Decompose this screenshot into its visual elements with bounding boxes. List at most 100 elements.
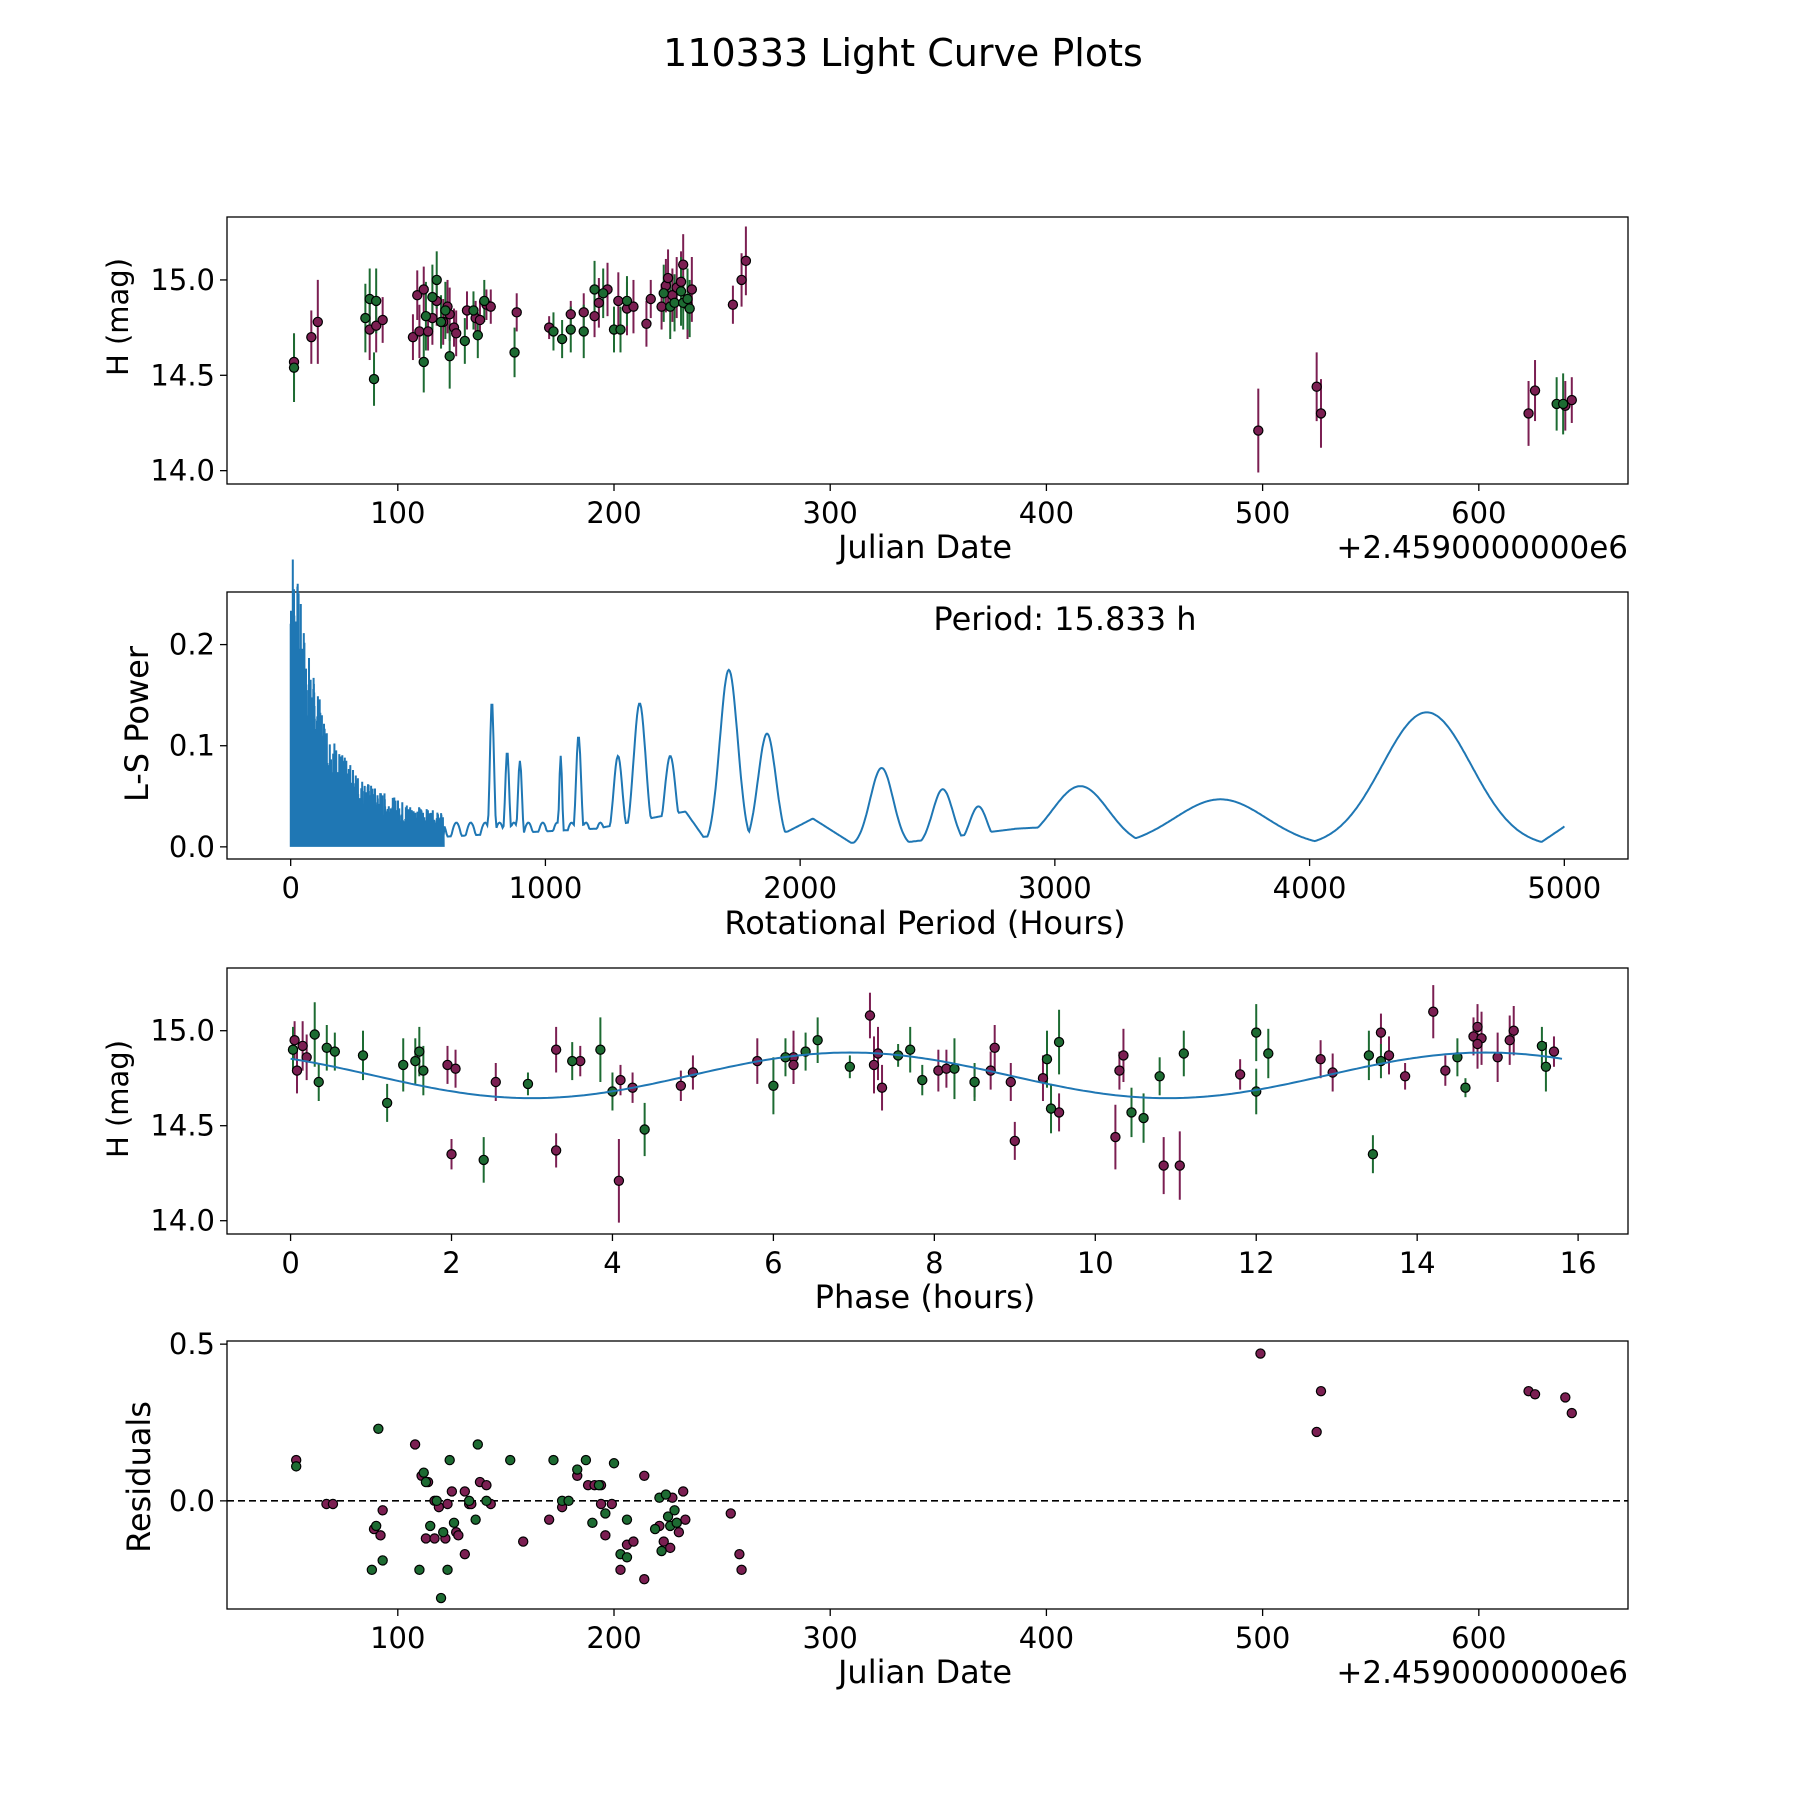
residuals-point [505, 1454, 516, 1466]
lightcurve-point [593, 297, 605, 309]
lightcurve-point [1311, 381, 1322, 392]
phased-xtick-label: 12 [1238, 1246, 1275, 1280]
periodogram-ytick-label: 0.1 [169, 729, 215, 763]
residuals-point [377, 1505, 388, 1516]
lightcurve-point [621, 295, 633, 307]
residuals-point [665, 1542, 676, 1554]
phased-point [812, 1034, 823, 1046]
residuals-point [580, 1454, 592, 1466]
residuals-point [660, 1489, 672, 1500]
residuals-point [442, 1564, 453, 1576]
residuals-ytick-label: 0.5 [169, 1327, 215, 1361]
phased-xtick-label: 6 [764, 1246, 782, 1280]
lightcurve-point [407, 331, 419, 343]
lightcurve-point [485, 301, 496, 312]
phased-point [1126, 1107, 1137, 1118]
phased-point [595, 1044, 606, 1055]
lightcurve-point [370, 320, 382, 331]
residuals-point [1566, 1407, 1577, 1419]
lightcurve-ytick-label: 14.5 [150, 358, 215, 392]
lightcurve-point [444, 351, 455, 362]
residuals-point [370, 1520, 382, 1532]
phased-point [1460, 1082, 1471, 1093]
lightcurve-point [509, 347, 520, 358]
lightcurve-point [727, 299, 739, 310]
phased-point [1440, 1065, 1451, 1076]
phased-point [309, 1029, 320, 1040]
phased-point [1492, 1052, 1503, 1063]
residuals-point [595, 1498, 607, 1510]
lightcurve-point [368, 373, 380, 385]
residuals-point [734, 1548, 745, 1560]
periodogram-panel: L-S Power Rotational Period (Hours) Peri… [118, 559, 1629, 942]
residuals-point [563, 1495, 574, 1507]
residuals-point [375, 1530, 386, 1541]
residuals-point [418, 1467, 429, 1478]
residuals-xtick-label: 300 [803, 1621, 858, 1655]
lightcurve-frame [226, 216, 1629, 485]
phased-point [864, 1010, 876, 1021]
phased-xlabel: Phase (hours) [815, 1278, 1036, 1316]
phased-xtick-label: 8 [925, 1246, 943, 1280]
phased-xtick-label: 2 [442, 1246, 460, 1280]
periodogram-xtick-label: 3000 [1018, 871, 1092, 905]
periodogram-xtick-label: 4000 [1273, 871, 1347, 905]
phased-ylabel: H (mag) [101, 1040, 135, 1158]
phased-point [1540, 1061, 1552, 1073]
lightcurve-point [1253, 425, 1264, 436]
residuals-point [572, 1464, 583, 1475]
phased-point [1508, 1025, 1519, 1036]
residuals-point [662, 1511, 674, 1522]
phased-point [291, 1065, 303, 1076]
residuals-point [680, 1514, 691, 1525]
residuals-xtick-label: 400 [1019, 1621, 1074, 1655]
lightcurve-point [288, 362, 300, 373]
phased-point [1110, 1131, 1121, 1143]
lightcurve-point [578, 326, 589, 337]
periodogram-xtick-label: 0 [281, 871, 299, 905]
phased-point [550, 1044, 562, 1055]
lightcurve-point [589, 284, 600, 295]
residuals-ylabel: Residuals [120, 1401, 158, 1553]
phased-point [1118, 1050, 1129, 1061]
residuals-point [453, 1530, 464, 1541]
model-curve [290, 1051, 1563, 1100]
phased-point [1536, 1040, 1548, 1052]
residuals-point [606, 1498, 618, 1510]
periodogram-xlabel: Rotational Period (Hours) [724, 904, 1125, 942]
residuals-panel: Residuals Julian Date +2.4590000000e6 10… [120, 1327, 1629, 1691]
phased-point [357, 1050, 369, 1061]
residuals-point [409, 1439, 421, 1450]
phased-point [289, 1034, 300, 1046]
phased-xtick-label: 10 [1077, 1246, 1114, 1280]
lightcurve-point [641, 318, 652, 329]
phased-point [1375, 1027, 1387, 1038]
residuals-point [621, 1552, 633, 1563]
residuals-point [600, 1508, 611, 1519]
residuals-point [621, 1514, 633, 1525]
period-annotation: Period: 15.833 h [933, 600, 1196, 638]
phased-point [1053, 1036, 1065, 1048]
residuals-point [463, 1495, 475, 1507]
lightcurve-point [450, 328, 462, 339]
residuals-point [543, 1514, 555, 1525]
lightcurve-xtick-label: 100 [370, 496, 425, 530]
periodogram-frame [226, 591, 1629, 860]
residuals-ytick-label: 0.0 [169, 1484, 215, 1518]
phased-point [418, 1065, 429, 1076]
phased-point [615, 1074, 626, 1086]
lightcurve-xtick-label: 500 [1235, 496, 1290, 530]
residuals-point [459, 1486, 471, 1497]
lightcurve-point [511, 307, 522, 318]
lightcurve-point [377, 314, 388, 326]
phased-xtick-label: 4 [603, 1246, 621, 1280]
lightcurve-point [479, 295, 490, 307]
figure-title: 110333 Light Curve Plots [663, 31, 1143, 75]
phased-point [1009, 1135, 1021, 1147]
phased-point [1472, 1021, 1483, 1033]
residuals-point [438, 1527, 449, 1538]
periodogram-xtick-label: 2000 [763, 871, 837, 905]
phased-point [876, 1082, 888, 1093]
phased-point [329, 1046, 341, 1057]
lightcurve-point [613, 295, 624, 307]
